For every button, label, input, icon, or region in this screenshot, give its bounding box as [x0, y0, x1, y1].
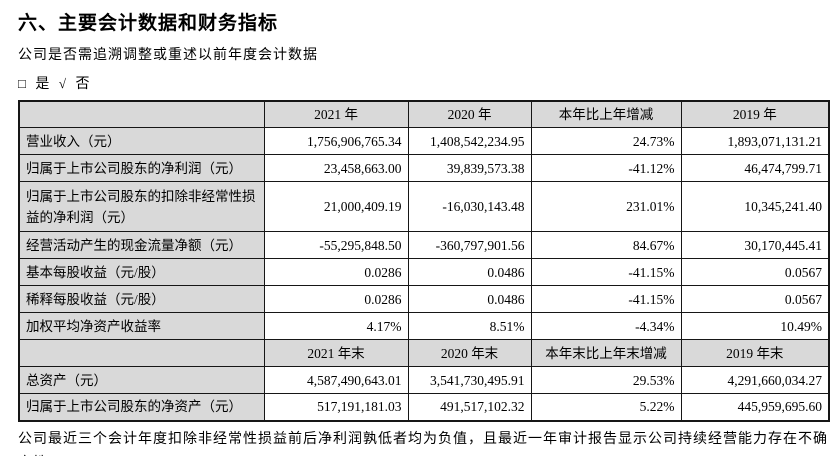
section-title: 六、主要会计数据和财务指标	[18, 13, 279, 34]
value-2021: 1,756,906,765.34	[263, 127, 409, 155]
eoy-header-row: 2021 年末 2020 年末 本年末比上年末增减 2019 年末	[18, 339, 830, 367]
value-2020: 3,541,730,495.91	[407, 366, 532, 394]
row-net-assets: 归属于上市公司股东的净资产（元） 517,191,181.03 491,517,…	[18, 393, 830, 421]
value-2020: 491,517,102.32	[407, 393, 532, 421]
value-change: 5.22%	[530, 393, 682, 421]
row-label: 归属于上市公司股东的净资产（元）	[18, 393, 265, 421]
header-2020: 2020 年	[407, 100, 532, 128]
value-2019: 0.0567	[680, 258, 830, 286]
value-2019: 10,345,241.40	[680, 181, 830, 232]
value-2020: 8.51%	[407, 312, 532, 340]
yes-no-options: □ 是 √ 否	[18, 73, 831, 93]
checkmark-icon: √	[58, 76, 66, 91]
value-change: 84.67%	[530, 231, 682, 259]
value-2020: 1,408,542,234.95	[407, 127, 532, 155]
row-operating-revenue: 营业收入（元） 1,756,906,765.34 1,408,542,234.9…	[18, 127, 830, 155]
value-change: 24.73%	[530, 127, 682, 155]
value-change: -4.34%	[530, 312, 682, 340]
header-empty-cell	[18, 100, 265, 128]
header-2019-eoy: 2019 年末	[680, 339, 830, 367]
header-empty-cell	[18, 339, 265, 367]
row-label: 加权平均净资产收益率	[18, 312, 265, 340]
value-2020: -16,030,143.48	[407, 181, 532, 232]
value-2019: 1,893,071,131.21	[680, 127, 830, 155]
value-2021: 4,587,490,643.01	[263, 366, 409, 394]
financial-indicators-table: 2021 年 2020 年 本年比上年增减 2019 年 营业收入（元） 1,7…	[18, 100, 830, 422]
value-change: -41.15%	[530, 285, 682, 313]
row-label: 经营活动产生的现金流量净额（元）	[18, 231, 265, 259]
option-no-label: 否	[75, 77, 90, 92]
value-2021: 23,458,663.00	[263, 154, 409, 182]
value-2021: 21,000,409.19	[263, 181, 409, 232]
value-2020: -360,797,901.56	[407, 231, 532, 259]
row-net-profit: 归属于上市公司股东的净利润（元） 23,458,663.00 39,839,57…	[18, 154, 830, 182]
header-yoy-change: 本年比上年增减	[530, 100, 682, 128]
value-2021: 517,191,181.03	[263, 393, 409, 421]
value-change: 231.01%	[530, 181, 682, 232]
header-2019: 2019 年	[680, 100, 830, 128]
header-2021-eoy: 2021 年末	[263, 339, 409, 367]
value-change: -41.15%	[530, 258, 682, 286]
row-label: 基本每股收益（元/股）	[18, 258, 265, 286]
value-2019: 0.0567	[680, 285, 830, 313]
row-operating-cash-flow: 经营活动产生的现金流量净额（元） -55,295,848.50 -360,797…	[18, 231, 830, 259]
header-2021: 2021 年	[263, 100, 409, 128]
value-2021: 0.0286	[263, 285, 409, 313]
row-net-profit-excl-nonrecurring: 归属于上市公司股东的扣除非经常性损益的净利润（元） 21,000,409.19 …	[18, 181, 830, 232]
going-concern-note: 公司最近三个会计年度扣除非经常性损益前后净利润孰低者均为负值，且最近一年审计报告…	[18, 431, 828, 456]
row-label: 营业收入（元）	[18, 127, 265, 155]
header-2020-eoy: 2020 年末	[407, 339, 532, 367]
row-total-assets: 总资产（元） 4,587,490,643.01 3,541,730,495.91…	[18, 366, 830, 394]
value-2021: 0.0286	[263, 258, 409, 286]
row-label: 归属于上市公司股东的净利润（元）	[18, 154, 265, 182]
restatement-question: 公司是否需追溯调整或重述以前年度会计数据	[18, 48, 318, 63]
value-2019: 445,959,695.60	[680, 393, 830, 421]
value-change: -41.12%	[530, 154, 682, 182]
value-2020: 0.0486	[407, 285, 532, 313]
annual-header-row: 2021 年 2020 年 本年比上年增减 2019 年	[18, 100, 830, 128]
value-2019: 10.49%	[680, 312, 830, 340]
value-2019: 4,291,660,034.27	[680, 366, 830, 394]
row-label: 总资产（元）	[18, 366, 265, 394]
value-2020: 39,839,573.38	[407, 154, 532, 182]
value-2019: 30,170,445.41	[680, 231, 830, 259]
row-diluted-eps: 稀释每股收益（元/股） 0.0286 0.0486 -41.15% 0.0567	[18, 285, 830, 313]
row-label: 归属于上市公司股东的扣除非经常性损益的净利润（元）	[18, 181, 265, 232]
header-eoy-change: 本年末比上年末增减	[530, 339, 682, 367]
value-2019: 46,474,799.71	[680, 154, 830, 182]
checkbox-unchecked-icon: □	[18, 76, 26, 91]
value-2021: 4.17%	[263, 312, 409, 340]
row-basic-eps: 基本每股收益（元/股） 0.0286 0.0486 -41.15% 0.0567	[18, 258, 830, 286]
value-change: 29.53%	[530, 366, 682, 394]
value-2021: -55,295,848.50	[263, 231, 409, 259]
row-weighted-avg-roe: 加权平均净资产收益率 4.17% 8.51% -4.34% 10.49%	[18, 312, 830, 340]
option-yes-label: 是	[35, 77, 50, 92]
value-2020: 0.0486	[407, 258, 532, 286]
row-label: 稀释每股收益（元/股）	[18, 285, 265, 313]
